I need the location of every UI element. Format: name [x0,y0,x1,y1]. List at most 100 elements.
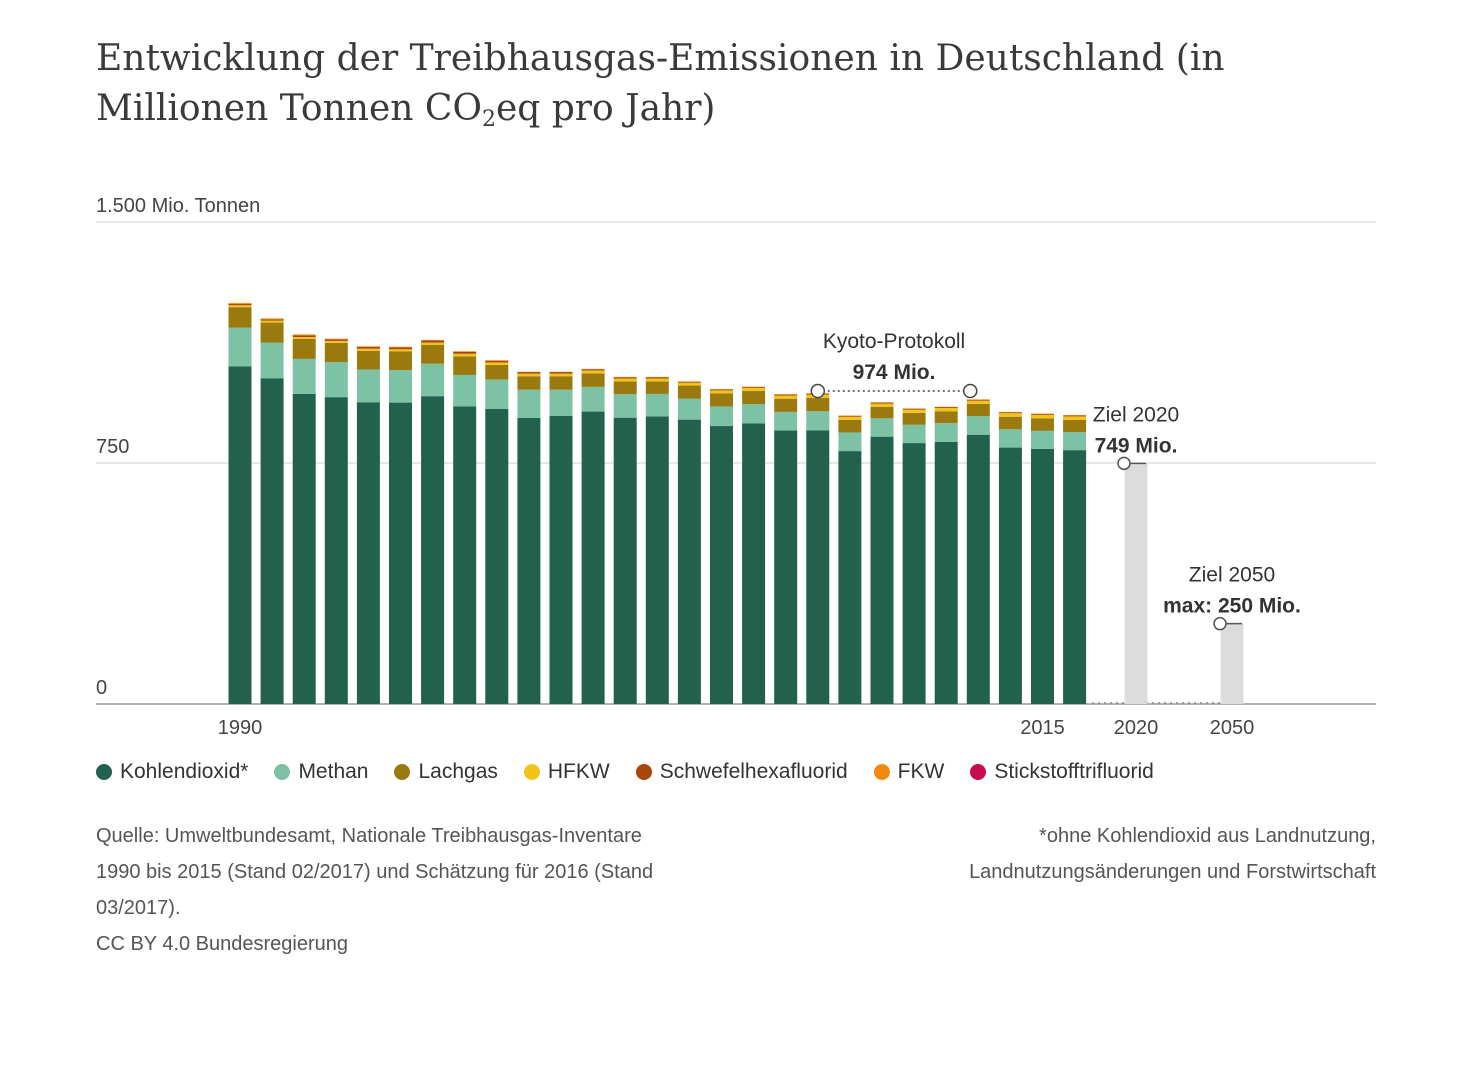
source-line: 03/2017). [96,897,181,919]
bar-segment-kohlendioxid [549,415,573,704]
bar-segment-schwefelhexafluorid [742,386,766,388]
bar-segment-fkw [324,338,348,340]
bar-segment-kohlendioxid [934,441,958,704]
bar-segment-hfkw [1031,414,1054,419]
bar-segment-hfkw [453,353,477,357]
bar-segment-schwefelhexafluorid [774,394,798,396]
bar-segment-lachgas [485,364,509,380]
bar-segment-methan [774,411,798,431]
footnote-line: Landnutzungsänderungen und Forstwirtscha… [969,861,1376,883]
bar-segment-lachgas [1031,418,1054,431]
bar-segment-kohlendioxid [292,393,316,704]
bar-segment-hfkw [966,400,990,404]
bar-segment-kohlendioxid [581,411,605,704]
bar-segment-schwefelhexafluorid [934,407,958,409]
bar-segment-methan [581,386,605,412]
bar-segment-hfkw [677,382,701,386]
legend-swatch [274,764,291,780]
bar-segment-methan [485,379,509,410]
bar-segment-methan [260,342,284,379]
source-line: 1990 bis 2015 (Stand 02/2017) und Schätz… [96,861,654,883]
legend-label: Kohlendioxid* [120,760,249,783]
bar-segment-lachgas [870,406,894,419]
bar-segment-hfkw [870,403,894,407]
legend-swatch [970,764,987,780]
legend-swatch [523,764,540,780]
bar-segment-lachgas [613,381,637,395]
bar-segment-schwefelhexafluorid [324,339,348,341]
bar-segment-schwefelhexafluorid [421,340,445,343]
bar-segment-methan [838,432,862,452]
bar-segment-hfkw [228,305,252,308]
x-tick-label: 2015 [1020,717,1065,739]
license-line: CC BY 4.0 Bundesregierung [96,933,349,955]
bar-segment-schwefelhexafluorid [292,335,316,338]
bar-segment-kohlendioxid [645,416,669,704]
bar-segment-lachgas [324,342,348,363]
bar-segment-lachgas [645,381,669,394]
bar-segment-hfkw [389,349,412,352]
bar-segment-hfkw [742,387,766,392]
legend-swatch [96,764,112,780]
bar-segment-kohlendioxid [324,397,348,704]
bar-segment-fkw [485,360,509,361]
bar-segment-lachgas [710,393,733,407]
bar-segment-lachgas [742,391,766,405]
bar-segment-methan [1063,432,1087,451]
bar-segment-schwefelhexafluorid [389,347,412,350]
bar-segment-schwefelhexafluorid [902,408,926,410]
bar-segment-hfkw [998,413,1022,417]
kyoto-label: Kyoto-Protokoll [823,330,965,353]
target-label: Ziel 2050 [1189,564,1275,587]
bar-segment-methan [421,363,445,397]
bar-segment-methan [453,374,477,407]
bar-segment-schwefelhexafluorid [1031,413,1054,415]
target-marker [1213,616,1227,631]
bar-segment-hfkw [581,370,605,374]
legend-label: Stickstofftrifluorid [994,760,1154,783]
footnote-line: *ohne Kohlendioxid aus Landnutzung, [1039,825,1376,847]
bar-segment-kohlendioxid [389,402,412,704]
bar-segment-lachgas [838,419,862,433]
bar-segment-methan [806,411,830,431]
bar-segment-methan [549,389,573,416]
bar-segment-schwefelhexafluorid [228,303,252,306]
bar-segment-hfkw [902,409,926,413]
bar-segment-kohlendioxid [517,418,541,704]
bar-segment-kohlendioxid [838,451,862,704]
bar-segment-hfkw [774,395,798,399]
bar-segment-hfkw [517,373,541,377]
bar-segment-fkw [389,346,412,348]
bar-segment-schwefelhexafluorid [710,389,733,391]
target-value-label: 749 Mio. [1095,434,1178,457]
bar-segment-hfkw [710,390,733,394]
bar-segment-fkw [228,302,252,304]
bar-segment-kohlendioxid [613,417,637,704]
bar-segment-kohlendioxid [806,430,830,704]
bar-segment-kohlendioxid [356,402,380,704]
bar-segment-methan [292,358,316,394]
bar-segment-schwefelhexafluorid [645,377,669,379]
bar-segment-methan [517,389,541,419]
bar-segment-schwefelhexafluorid [581,369,605,371]
y-tick-label: 750 [96,436,129,458]
bar-segment-kohlendioxid [677,419,701,704]
bar-segment-hfkw [421,342,445,345]
bar-segment-kohlendioxid [870,436,894,704]
legend-item: Stickstofftrifluorid [970,760,1154,784]
bar-segment-methan [902,424,926,444]
footnote: *ohne Kohlendioxid aus Landnutzung, Land… [856,818,1376,890]
legend-swatch [394,764,411,780]
bar-segment-lachgas [260,322,284,343]
bar-segment-kohlendioxid [774,430,798,704]
bar-segment-lachgas [934,411,958,424]
bar-segment-lachgas [292,338,316,359]
x-tick-label: 1990 [218,717,263,739]
kyoto-value-label: 974 Mio. [853,361,936,384]
bar-segment-hfkw [613,378,637,382]
legend-item: Methan [274,760,368,784]
bar-segment-lachgas [517,376,541,390]
bar-segment-methan [228,327,252,367]
bar-segment-kohlendioxid [710,426,733,704]
target-value-label: max: 250 Mio. [1163,595,1301,618]
